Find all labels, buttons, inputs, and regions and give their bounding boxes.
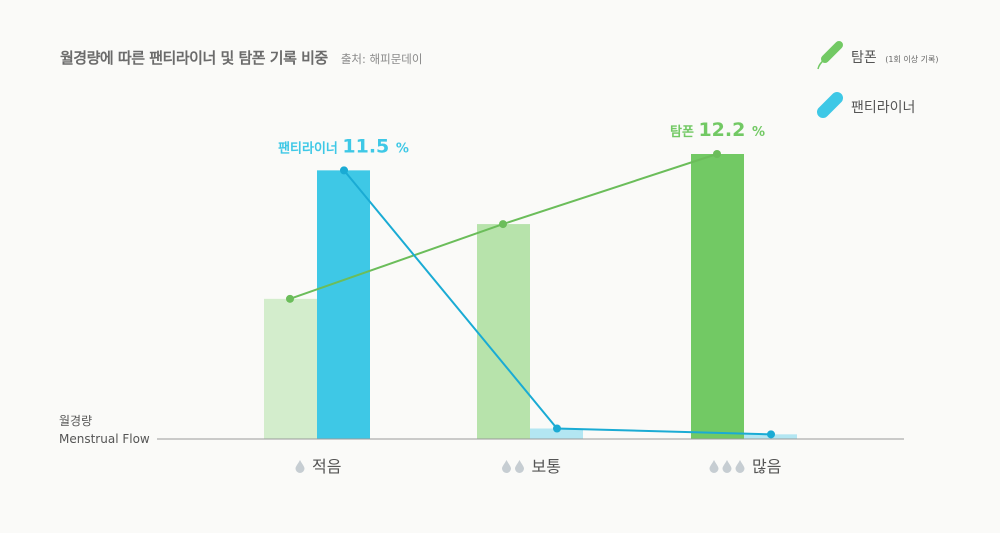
chart-title: 월경량에 따른 팬티라이너 및 탐폰 기록 비중: [60, 49, 328, 67]
drop-icon: [722, 460, 732, 473]
bar-tampon-0: [264, 298, 317, 439]
drop-icon: [709, 460, 719, 473]
annotation-label: 탐폰: [670, 124, 698, 140]
legend-label-tampon: 탐폰: [851, 50, 877, 66]
annotation-value: 11.5: [342, 135, 396, 157]
bar-pantyliner-1: [530, 428, 583, 439]
annotation-unit: %: [752, 125, 765, 140]
x-tick-label-1: 보통: [532, 457, 561, 476]
point-tampon-1: [499, 220, 507, 229]
point-pantyliner-2: [767, 430, 775, 439]
legend-note-tampon: (1회 이상 기록): [885, 55, 939, 64]
drop-icon: [515, 460, 524, 473]
x-tick-label-0: 적음: [312, 457, 341, 476]
point-pantyliner-1: [553, 424, 561, 433]
point-tampon-0: [286, 294, 294, 303]
chart-header: 월경량에 따른 팬티라이너 및 탐폰 기록 비중 출처: 해피문데이: [60, 47, 422, 68]
point-tampon-2: [713, 150, 721, 159]
tampon-icon: [817, 41, 843, 70]
point-pantyliner-0: [340, 166, 348, 175]
annotation-unit: %: [396, 141, 409, 156]
legend-label-pantyliner: 팬티라이너: [851, 100, 916, 116]
axis-label-english: Menstrual Flow: [59, 432, 150, 446]
bar-tampon-1: [477, 224, 530, 439]
annotation-label: 팬티라이너: [278, 140, 342, 156]
bar-pantyliner-0: [317, 170, 370, 440]
bar-tampon-2: [691, 154, 744, 439]
annotation-tampon: 탐폰 12.2 %: [670, 119, 765, 141]
drop-icon: [295, 460, 305, 473]
axis-label-korean: 월경량: [59, 414, 92, 428]
chart-source: 출처: 해피문데이: [340, 52, 423, 66]
drop-icon: [735, 460, 745, 473]
annotation-value: 12.2: [698, 119, 752, 141]
annotation-pantyliner: 팬티라이너 11.5 %: [278, 135, 409, 157]
pantyliner-icon: [817, 92, 843, 118]
x-tick-label-2: 많음: [752, 457, 781, 476]
drop-icon: [502, 460, 511, 473]
